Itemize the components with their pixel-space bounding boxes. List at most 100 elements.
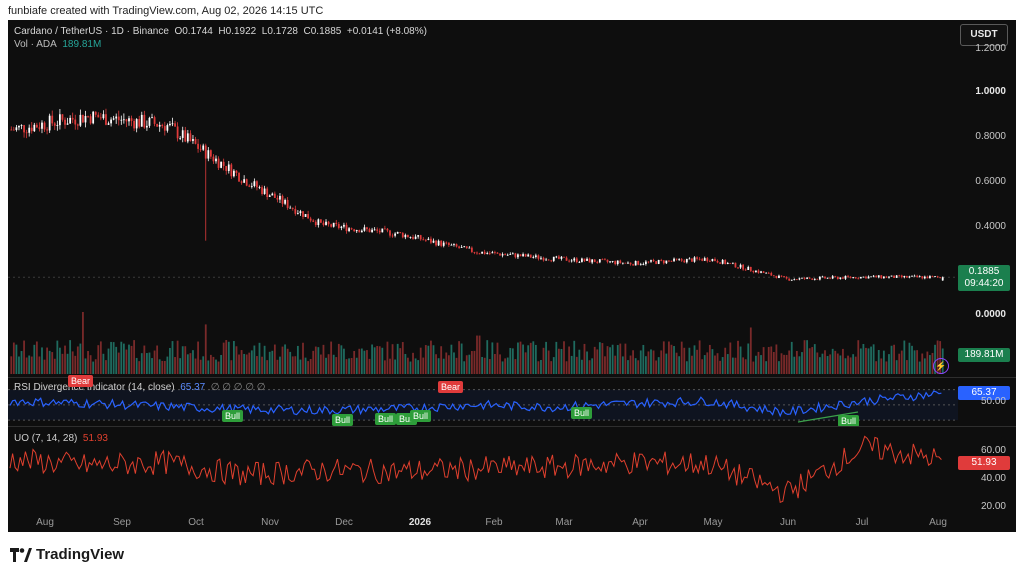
candle-body <box>427 238 430 240</box>
volume-bar <box>926 351 929 374</box>
chart-frame[interactable]: Cardano / TetherUS · 1D · Binance O0.174… <box>8 20 1016 532</box>
candle-body <box>565 257 568 261</box>
volume-bar <box>151 358 153 374</box>
symbol-title[interactable]: Cardano / TetherUS · 1D · Binance <box>14 26 169 37</box>
volume-bar <box>394 359 397 374</box>
chart-canvas[interactable] <box>8 20 1016 532</box>
candle-body <box>929 276 931 279</box>
candle-body <box>74 119 77 125</box>
volume-bar <box>785 354 788 374</box>
high-label: H <box>218 26 226 37</box>
candle-body <box>215 158 217 162</box>
volume-bar <box>46 347 48 374</box>
volume-bar <box>929 355 931 374</box>
candle-body <box>143 114 146 128</box>
candle-body <box>893 275 895 278</box>
volume-bar <box>542 347 545 374</box>
candle-body <box>573 258 576 261</box>
candle-body <box>250 185 253 187</box>
volume-bar <box>447 355 450 374</box>
candle-body <box>20 125 23 126</box>
candle-body <box>320 219 322 223</box>
candle-body <box>734 262 737 268</box>
candle-body <box>69 117 72 124</box>
candle-body <box>447 242 450 246</box>
volume-bar <box>120 341 123 374</box>
pane-separator[interactable] <box>8 426 1016 427</box>
candle-body <box>276 197 279 200</box>
candle-body <box>122 119 125 121</box>
volume-bar <box>637 360 640 374</box>
volume-bar <box>33 344 36 374</box>
uo-title[interactable]: UO (7, 14, 28) <box>14 433 78 444</box>
volume-bar <box>913 350 916 374</box>
volume-bar <box>181 346 184 374</box>
candle-body <box>442 242 445 246</box>
candle-body <box>432 240 435 243</box>
rsi-title[interactable]: RSI Divergence Indicator (14, close) <box>14 382 175 393</box>
tradingview-logo[interactable]: TradingView <box>10 546 124 563</box>
rsi-header: RSI Divergence Indicator (14, close) 65.… <box>14 382 265 393</box>
candle-body <box>755 270 757 273</box>
volume-bar <box>212 356 215 374</box>
candle-body <box>317 219 320 226</box>
currency-button[interactable]: USDT <box>960 24 1008 46</box>
last-price-tag: 0.1885 09:44:20 <box>958 265 1010 291</box>
candle-body <box>486 253 489 254</box>
candle-body <box>289 207 292 209</box>
candle-body <box>867 276 870 279</box>
candle-body <box>15 127 18 131</box>
volume-bar <box>66 353 69 374</box>
candle-body <box>527 254 530 257</box>
candle-body <box>483 251 486 254</box>
candle-body <box>842 277 844 279</box>
volume-bar <box>721 357 724 374</box>
candle-body <box>606 259 609 262</box>
volume-bar <box>227 341 230 374</box>
volume-bar <box>465 355 468 374</box>
candle-body <box>138 119 141 127</box>
candle-body <box>918 276 921 278</box>
volume-bar <box>601 343 604 374</box>
volume-bar <box>801 352 803 374</box>
candle-body <box>522 254 524 257</box>
volume-bar <box>885 361 888 374</box>
candle-body <box>163 126 166 131</box>
candle-body <box>202 145 205 150</box>
volume-bar <box>816 352 819 374</box>
candle-body <box>468 247 471 249</box>
rsi-line <box>9 390 942 418</box>
candle-body <box>174 123 176 127</box>
volume-bar <box>621 356 624 374</box>
candle-body <box>350 228 353 230</box>
volume-bar <box>491 342 494 374</box>
volume-bar <box>593 346 596 374</box>
time-axis-label: Jul <box>855 517 869 528</box>
time-axis-label: Dec <box>335 517 353 528</box>
candle-body <box>650 260 652 262</box>
candle-body <box>409 237 412 238</box>
volume-label[interactable]: Vol · ADA <box>14 39 57 50</box>
lightning-icon[interactable]: ⚡ <box>933 358 949 374</box>
volume-bar <box>767 346 770 374</box>
volume-bar <box>202 356 205 374</box>
volume-bar <box>563 341 565 374</box>
volume-bar <box>755 355 757 374</box>
candle-body <box>463 246 466 248</box>
candle-body <box>358 230 361 233</box>
volume-bar <box>737 340 739 374</box>
candle-body <box>570 260 573 262</box>
candle-body <box>225 165 228 171</box>
pane-separator[interactable] <box>8 377 1016 378</box>
volume-bar <box>207 360 210 374</box>
volume-bar <box>683 347 686 374</box>
volume-bar <box>294 356 297 374</box>
candle-body <box>621 262 624 264</box>
candle-body <box>824 276 826 279</box>
volume-bar <box>317 347 320 374</box>
volume-bar <box>693 345 696 374</box>
volume-bar <box>309 359 312 374</box>
volume-bar <box>10 356 13 374</box>
volume-bar <box>25 357 28 374</box>
volume-bar <box>470 351 473 374</box>
